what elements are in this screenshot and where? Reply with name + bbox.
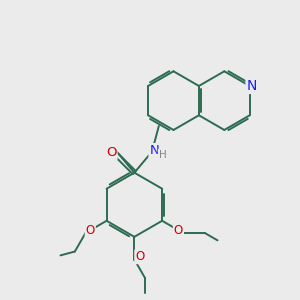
- Text: N: N: [149, 144, 159, 157]
- Text: O: O: [106, 146, 116, 159]
- Text: O: O: [86, 224, 95, 238]
- Text: N: N: [247, 79, 257, 93]
- Text: H: H: [159, 150, 167, 160]
- Text: O: O: [174, 224, 183, 238]
- Text: O: O: [135, 250, 145, 263]
